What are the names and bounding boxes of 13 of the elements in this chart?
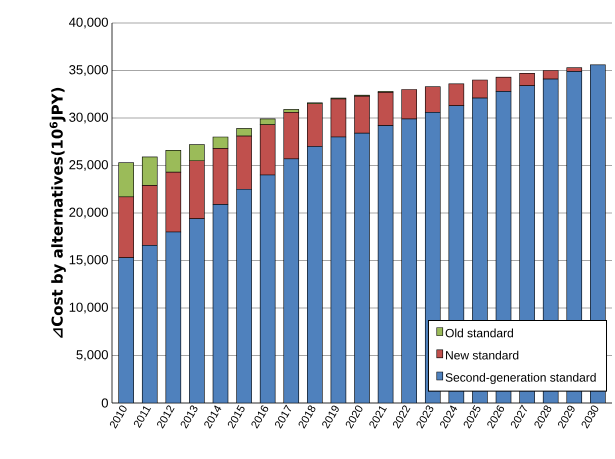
y-tick-label: 40,000 xyxy=(69,18,108,28)
y-tick-label: 25,000 xyxy=(69,160,108,171)
y-tick-label: 35,000 xyxy=(69,65,108,76)
legend-label: New standard xyxy=(446,350,518,360)
y-tick-label: 10,000 xyxy=(70,302,108,314)
legend-label: Old standard xyxy=(446,328,513,338)
y-tick-label: 15,000 xyxy=(70,255,108,266)
legend-label: Second-generation standard xyxy=(446,372,596,384)
y-tick-label: 5,000 xyxy=(76,350,108,361)
y-tick-label: 30,000 xyxy=(69,112,108,124)
y-axis-title: ⊿Cost by alternatives(10$^{6}$JPY) xyxy=(50,88,66,338)
y-tick-label: 20,000 xyxy=(69,208,108,218)
y-tick-label: 0 xyxy=(102,398,108,408)
